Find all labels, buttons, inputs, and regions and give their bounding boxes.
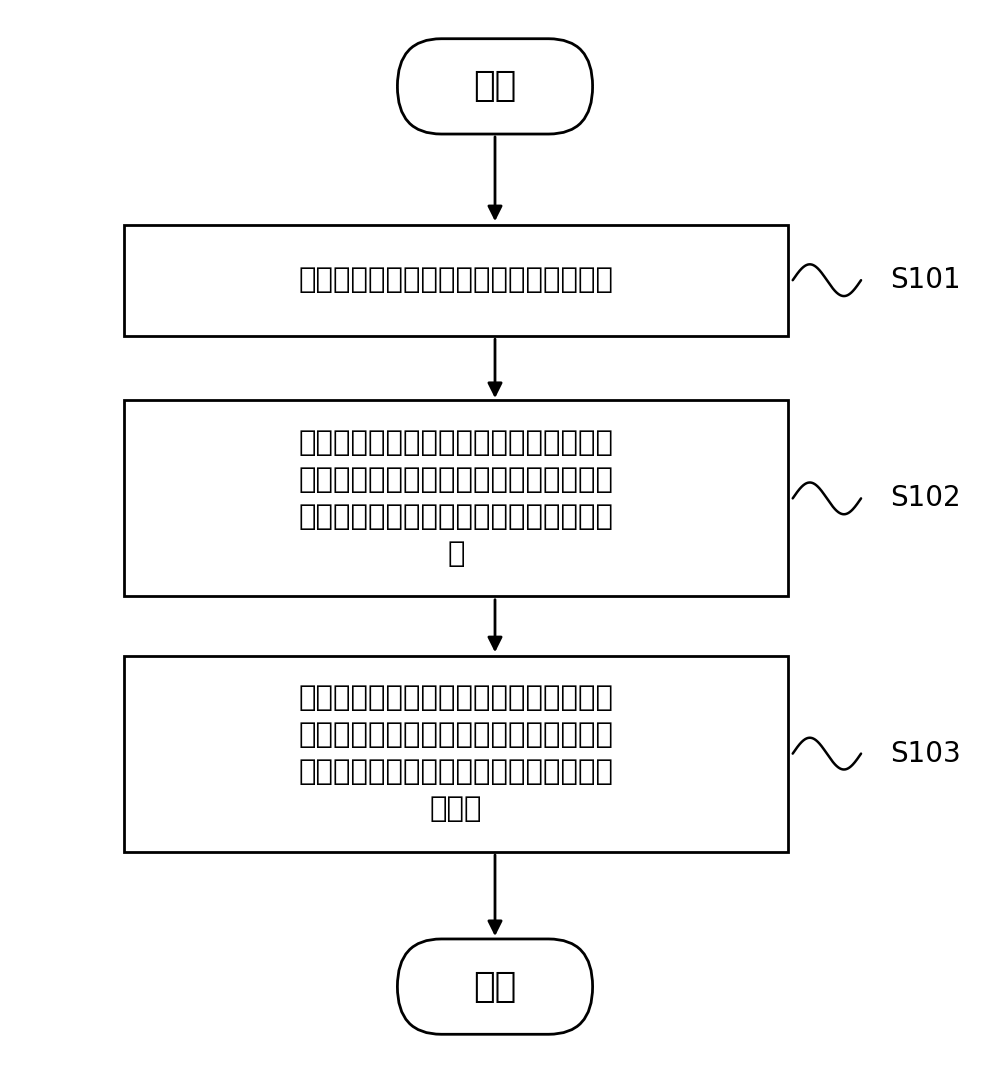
FancyBboxPatch shape [124,400,788,597]
Text: S102: S102 [890,484,961,513]
Text: 开始: 开始 [473,70,517,103]
FancyBboxPatch shape [124,224,788,336]
Text: S103: S103 [890,739,961,767]
Text: S101: S101 [890,266,961,294]
Text: 实时检测第一低压交流配网是否发生故障: 实时检测第一低压交流配网是否发生故障 [298,266,614,294]
Text: 若检测到第一低压交流配网未发生故障，
则判断接收到的来自第二变流器发送的信
号是否为第二低压交流配网发生故障的信
号: 若检测到第一低压交流配网未发生故障， 则判断接收到的来自第二变流器发送的信 号是… [298,429,614,568]
FancyBboxPatch shape [397,939,593,1034]
FancyBboxPatch shape [124,656,788,852]
Text: 若接收到的来自第二变流器发送的信号为
第二低压交流配网发生故障的信号，则将
第一变流器的第一控制模式切换至第三控
制模式: 若接收到的来自第二变流器发送的信号为 第二低压交流配网发生故障的信号，则将 第一… [298,685,614,823]
Text: 结束: 结束 [473,970,517,1003]
FancyBboxPatch shape [397,39,593,134]
